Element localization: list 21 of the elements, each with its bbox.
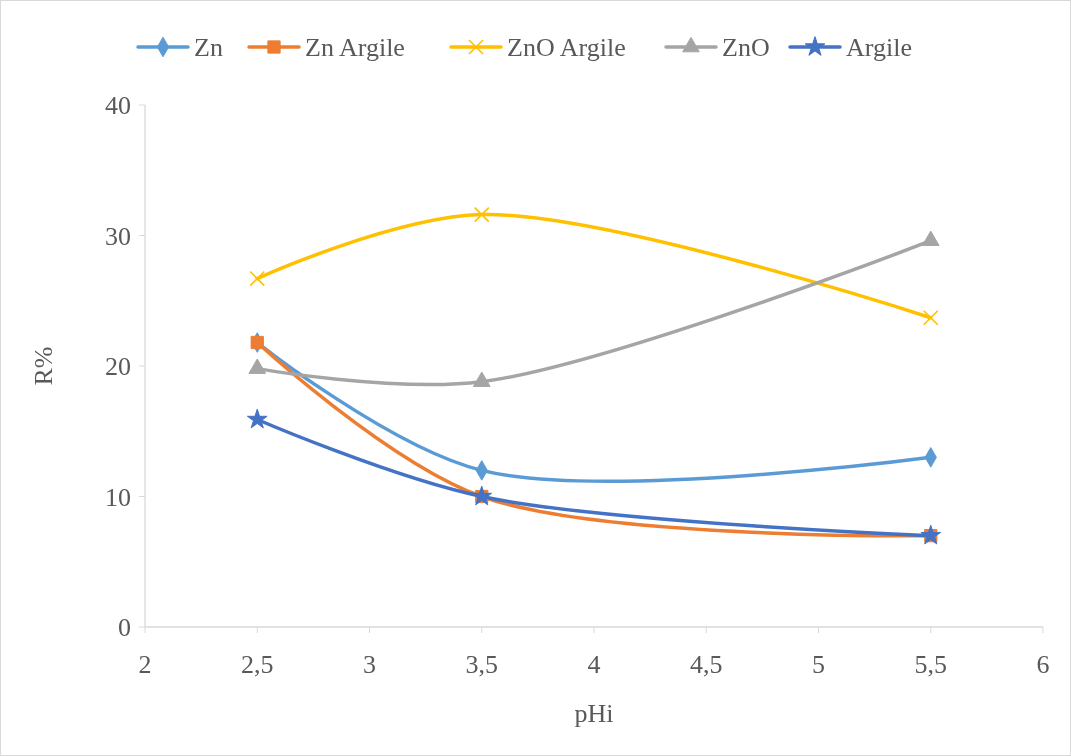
y-tick-label: 30 [105, 221, 131, 251]
y-tick-label: 20 [105, 352, 131, 382]
legend-label: ZnO Argile [507, 33, 626, 63]
legend-label: Zn Argile [305, 33, 405, 63]
x-tick-label: 4,5 [690, 650, 723, 679]
x-tick-label: 2 [138, 650, 152, 679]
x-tick-label: 5 [812, 650, 825, 679]
y-axis-title: R% [29, 346, 58, 386]
x-axis-title: pHi [574, 699, 614, 728]
y-tick-label: 40 [105, 91, 131, 121]
x-tick-label: 3 [363, 650, 376, 679]
legend-label: ZnO [722, 33, 770, 63]
x-tick-label: 3,5 [465, 650, 498, 679]
y-tick-label: 10 [105, 482, 131, 512]
x-tick-label: 2,5 [241, 650, 274, 679]
legend-label: Zn [194, 33, 223, 63]
x-tick-label: 4 [587, 650, 601, 679]
x-tick-label: 6 [1036, 650, 1050, 679]
legend-label: Argile [846, 33, 912, 63]
x-tick-label: 5,5 [914, 650, 947, 679]
y-tick-label: 0 [118, 613, 131, 643]
